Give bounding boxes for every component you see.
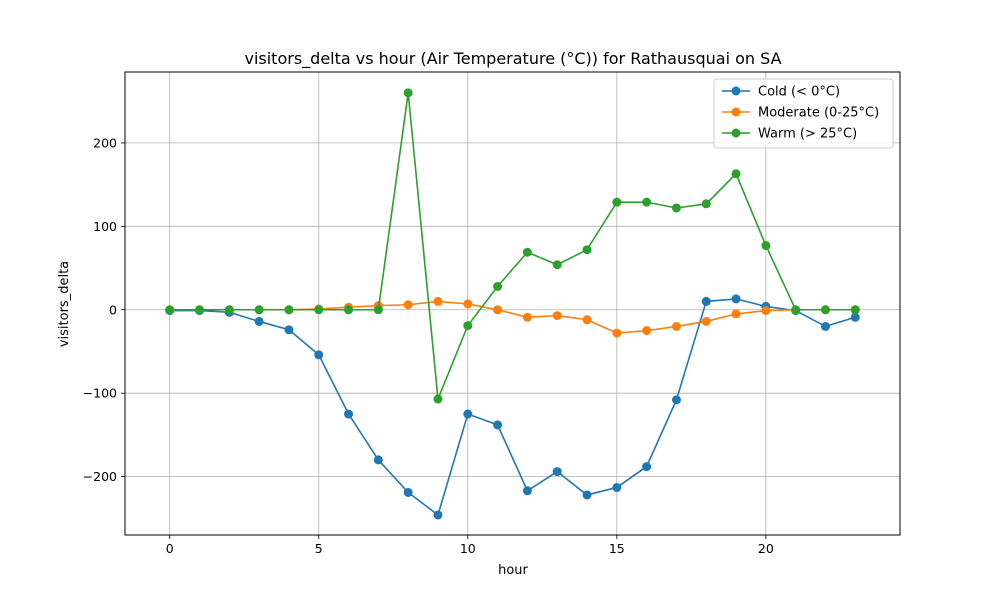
data-point (314, 350, 324, 360)
legend-entry: Moderate (0-25°C) (722, 106, 879, 121)
data-point (403, 300, 413, 310)
data-point (850, 312, 860, 322)
data-point (224, 305, 234, 315)
data-point (671, 203, 681, 213)
data-point (791, 305, 801, 315)
data-point (373, 455, 383, 465)
data-point (493, 305, 503, 315)
ticks: 0 5 10 15 20 −200 −100 0 100 200 (83, 135, 774, 556)
data-point (671, 321, 681, 331)
data-point (552, 260, 562, 270)
y-axis-label: visitors_delta (57, 261, 72, 347)
data-point (403, 88, 413, 98)
plot-frame (124, 71, 901, 536)
legend-marker (731, 86, 741, 96)
data-point (850, 305, 860, 315)
data-point (522, 312, 532, 322)
data-point (612, 328, 622, 338)
x-tick-label: 0 (166, 541, 174, 556)
x-tick-label: 20 (758, 541, 774, 556)
legend-marker (731, 128, 741, 138)
x-tick-label: 15 (609, 541, 625, 556)
data-point (433, 510, 443, 520)
data-point (731, 309, 741, 319)
data-point (522, 247, 532, 257)
legend-label: Warm (> 25°C) (758, 127, 857, 142)
legend: Cold (< 0°C) Moderate (0-25°C) Warm (> 25°… (713, 78, 894, 149)
legend-marker (731, 107, 741, 117)
data-point (254, 316, 264, 326)
legend-entry: Warm (> 25°C) (722, 127, 857, 142)
data-point (433, 296, 443, 306)
y-tick-label: −200 (83, 469, 117, 484)
series-layer (165, 88, 860, 520)
x-axis-label: hour (498, 563, 528, 578)
data-point (761, 306, 771, 316)
data-point (284, 325, 294, 335)
data-point (582, 245, 592, 255)
data-point (642, 326, 652, 336)
data-point (731, 169, 741, 179)
series-line (169, 300, 856, 334)
series-line (169, 92, 856, 400)
data-point (493, 420, 503, 430)
data-point (254, 305, 264, 315)
series-2 (165, 88, 860, 404)
data-point (642, 197, 652, 207)
data-point (463, 409, 473, 419)
data-point (612, 482, 622, 492)
data-point (522, 486, 532, 496)
series-line (169, 298, 856, 517)
data-point (761, 241, 771, 251)
data-point (820, 305, 830, 315)
legend-entry: Cold (< 0°C) (722, 85, 840, 100)
x-tick-label: 5 (315, 541, 323, 556)
data-point (612, 197, 622, 207)
legend-label: Cold (< 0°C) (758, 85, 840, 100)
data-point (463, 299, 473, 309)
data-point (344, 409, 354, 419)
data-point (671, 395, 681, 405)
data-point (314, 305, 324, 315)
x-tick-label: 10 (460, 541, 476, 556)
data-point (433, 394, 443, 404)
series-0 (165, 294, 860, 520)
data-point (195, 305, 205, 315)
data-point (820, 321, 830, 331)
chart-title: visitors_delta vs hour (Air Temperature … (244, 49, 781, 69)
data-point (731, 294, 741, 304)
data-point (493, 281, 503, 291)
data-point (701, 316, 711, 326)
data-point (463, 321, 473, 331)
data-point (552, 311, 562, 321)
y-tick-label: 200 (93, 135, 117, 150)
legend-box (713, 78, 894, 149)
y-tick-label: 0 (109, 302, 117, 317)
y-tick-label: −100 (83, 386, 117, 401)
data-point (552, 467, 562, 477)
legend-label: Moderate (0-25°C) (758, 106, 879, 121)
data-point (344, 305, 354, 315)
y-tick-label: 100 (93, 219, 117, 234)
data-point (165, 305, 175, 315)
data-point (284, 305, 294, 315)
data-point (582, 490, 592, 500)
data-point (403, 487, 413, 497)
data-point (701, 296, 711, 306)
data-point (582, 315, 592, 325)
data-point (373, 305, 383, 315)
data-point (642, 462, 652, 472)
data-point (701, 199, 711, 209)
